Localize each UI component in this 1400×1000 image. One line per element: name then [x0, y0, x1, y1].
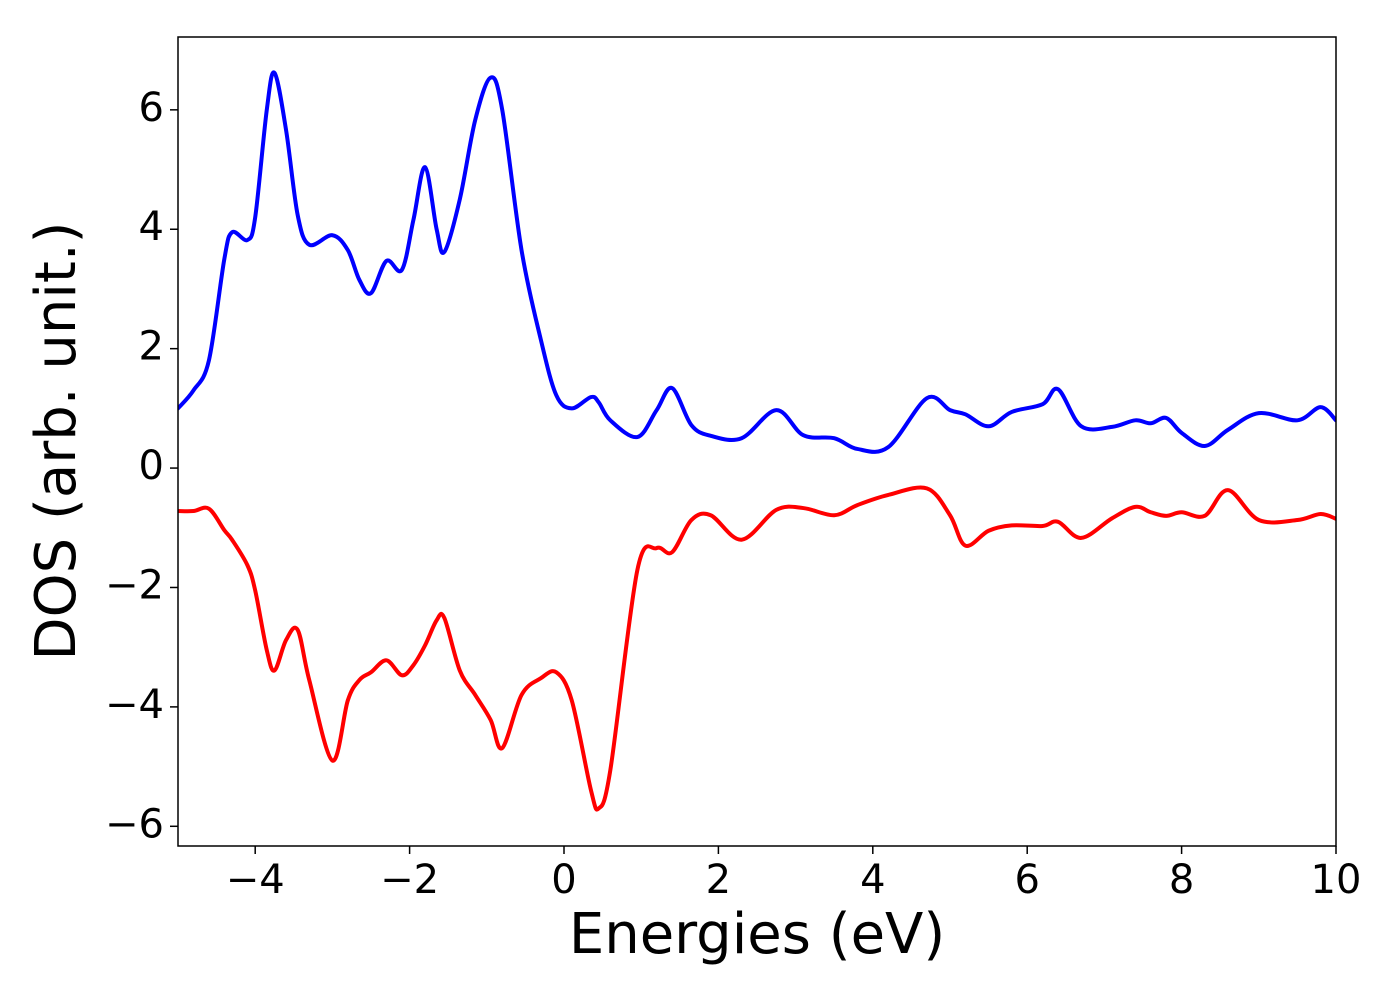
y-tick-label: 4: [139, 204, 164, 250]
y-tick-label: 0: [139, 443, 164, 489]
x-tick-label: −4: [226, 857, 285, 903]
line-series: [178, 485, 1336, 812]
x-tick-label: −2: [380, 857, 439, 903]
x-tick-label: 8: [1169, 857, 1194, 903]
plot-frame: [177, 36, 1337, 847]
y-tick-label: −2: [105, 562, 164, 608]
y-axis-label: DOS (arb. unit.): [24, 221, 89, 660]
line-series: [178, 70, 1336, 454]
x-tick-label: 2: [706, 857, 731, 903]
x-tick-label: 6: [1014, 857, 1039, 903]
x-tick-label: 4: [860, 857, 885, 903]
x-tick-label: 0: [551, 857, 576, 903]
x-tick-label: 10: [1311, 857, 1362, 903]
x-axis-label: Energies (eV): [569, 902, 945, 967]
y-tick-label: 6: [139, 85, 164, 131]
y-tick-label: −4: [105, 682, 164, 728]
y-tick-label: 2: [139, 324, 164, 370]
y-tick-label: −6: [105, 801, 164, 847]
